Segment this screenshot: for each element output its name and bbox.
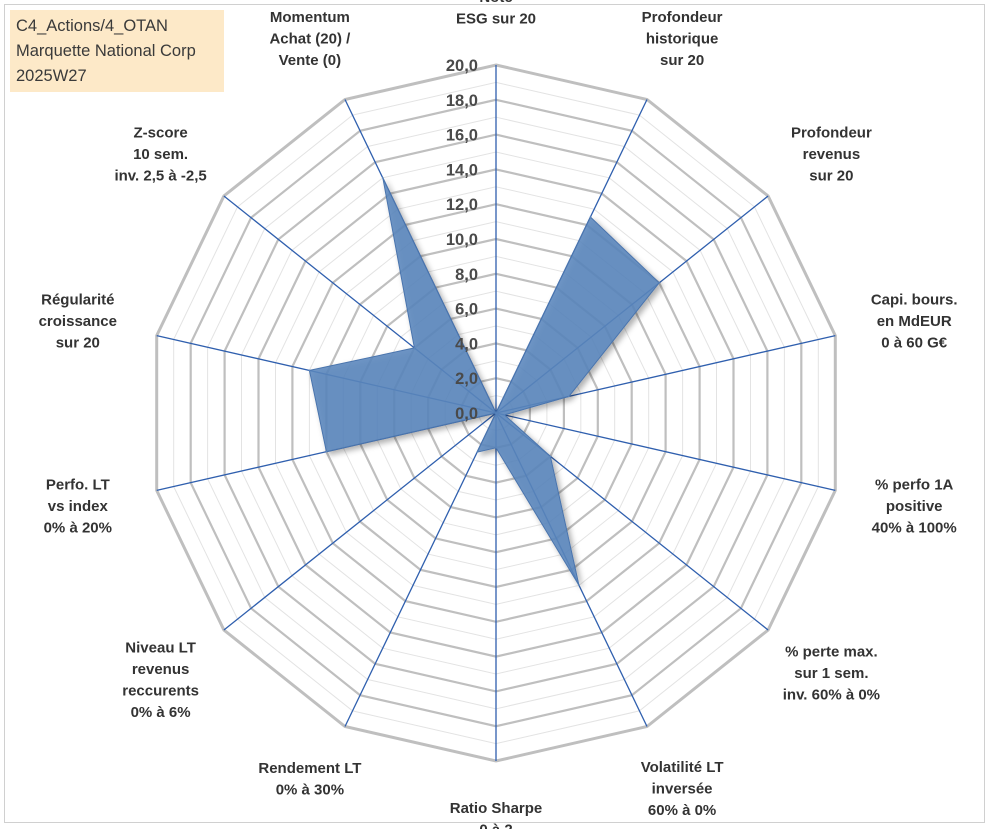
category-label-line: Régularité <box>41 291 114 308</box>
category-label-line: inversée <box>652 780 713 797</box>
series-point <box>308 369 311 372</box>
category-label-line: Capi. bours. <box>871 291 958 308</box>
category-label: Note ESG sur 20 <box>456 0 536 28</box>
series-point <box>495 447 497 449</box>
category-label: Momentum Achat (20) / Vente (0) <box>269 9 351 69</box>
category-label: Profondeur revenus sur 20 <box>791 124 872 184</box>
category-label-line: % perte max. <box>785 643 878 660</box>
category-label-line: 0% à 30% <box>276 782 344 799</box>
chart-info-box: C4_Actions/4_OTAN Marquette National Cor… <box>10 10 224 92</box>
series-point <box>476 451 478 454</box>
series-point <box>549 455 552 458</box>
category-label-line: croissance <box>39 313 117 330</box>
category-label-line: 10 sem. <box>133 146 188 163</box>
series-point <box>413 347 416 349</box>
category-label: Profondeur historique sur 20 <box>642 9 723 69</box>
category-label: Capi. bours. en MdEUR 0 à 60 G€ <box>871 291 958 351</box>
category-label-line: 60% à 0% <box>648 802 716 819</box>
series-point <box>589 216 592 218</box>
series-point <box>658 282 660 284</box>
category-label-line: Perfo. LT <box>46 477 110 494</box>
axis-spoke <box>495 412 836 492</box>
tick-label: 14,0 <box>446 161 478 179</box>
category-label: Volatilité LT inversée 60% à 0% <box>641 759 724 819</box>
category-label-line: Ratio Sharpe <box>450 800 543 817</box>
category-label: Ratio Sharpe 0 à 2 <box>450 800 543 829</box>
category-label-line: ESG sur 20 <box>456 11 536 28</box>
tick-label: 0,0 <box>455 405 478 423</box>
category-label: Régularité croissance sur 20 <box>39 291 117 351</box>
category-label-line: sur 20 <box>660 52 704 69</box>
series-point <box>503 414 506 416</box>
tick-label: 16,0 <box>446 127 478 145</box>
tick-label: 8,0 <box>455 266 478 284</box>
tick-label: 4,0 <box>455 335 478 353</box>
category-label-line: Achat (20) / <box>269 30 351 47</box>
category-label-line: positive <box>886 498 943 515</box>
category-label-line: revenus <box>803 146 861 163</box>
category-label: Z-score 10 sem. inv. 2,5 à -2,5 <box>114 124 206 184</box>
tick-label: 2,0 <box>455 370 478 388</box>
category-label-line: reccurents <box>122 682 199 699</box>
category-label-line: sur 20 <box>56 334 100 351</box>
category-label-line: revenus <box>132 661 190 678</box>
category-label-line: vs index <box>48 498 109 515</box>
tick-label: 18,0 <box>446 92 478 110</box>
series-point <box>568 395 570 398</box>
category-label-line: 0 à 2 <box>479 822 512 829</box>
category-label-line: Profondeur <box>791 124 872 141</box>
category-label: Niveau LT revenus reccurents 0% à 6% <box>122 639 199 721</box>
series-point <box>495 412 497 414</box>
category-label-line: en MdEUR <box>877 313 952 330</box>
category-label-line: 0% à 6% <box>131 704 191 721</box>
category-label-line: sur 1 sem. <box>794 665 868 682</box>
category-label-line: Volatilité LT <box>641 759 724 776</box>
axis-spoke <box>344 412 497 727</box>
tick-label: 6,0 <box>455 301 478 319</box>
info-line-2: Marquette National Corp <box>16 42 196 60</box>
axis-spoke <box>223 412 497 631</box>
category-label-line: inv. 60% à 0% <box>783 686 880 703</box>
series-point <box>382 177 384 179</box>
category-label-line: historique <box>646 30 719 47</box>
category-label: Perfo. LT vs index 0% à 20% <box>44 477 112 537</box>
category-label-line: Rendement LT <box>258 760 361 777</box>
series-point <box>578 584 580 587</box>
category-label-line: % perfo 1A <box>875 477 954 494</box>
tick-label: 12,0 <box>446 196 478 214</box>
category-label: % perfo 1A positive 40% à 100% <box>872 477 957 537</box>
category-label-line: sur 20 <box>809 167 853 184</box>
category-label-line: 40% à 100% <box>872 520 957 537</box>
category-label-line: Profondeur <box>642 9 723 26</box>
info-line-3: 2025W27 <box>16 67 87 85</box>
category-label-line: Momentum <box>270 9 350 26</box>
category-label: % perte max. sur 1 sem. inv. 60% à 0% <box>783 643 880 703</box>
info-line-1: C4_Actions/4_OTAN <box>16 17 168 35</box>
category-label-line: Note <box>479 0 512 6</box>
category-label-line: Vente (0) <box>279 52 342 69</box>
category-label: Rendement LT 0% à 30% <box>258 760 361 799</box>
category-label-line: 0 à 60 G€ <box>881 334 948 351</box>
category-label-line: inv. 2,5 à -2,5 <box>114 167 206 184</box>
tick-label: 20,0 <box>446 57 478 75</box>
tick-label: 10,0 <box>446 231 478 249</box>
category-label-line: Z-score <box>134 124 188 141</box>
category-label-line: 0% à 20% <box>44 520 112 537</box>
series-point <box>325 450 328 453</box>
category-label-line: Niveau LT <box>125 639 196 656</box>
